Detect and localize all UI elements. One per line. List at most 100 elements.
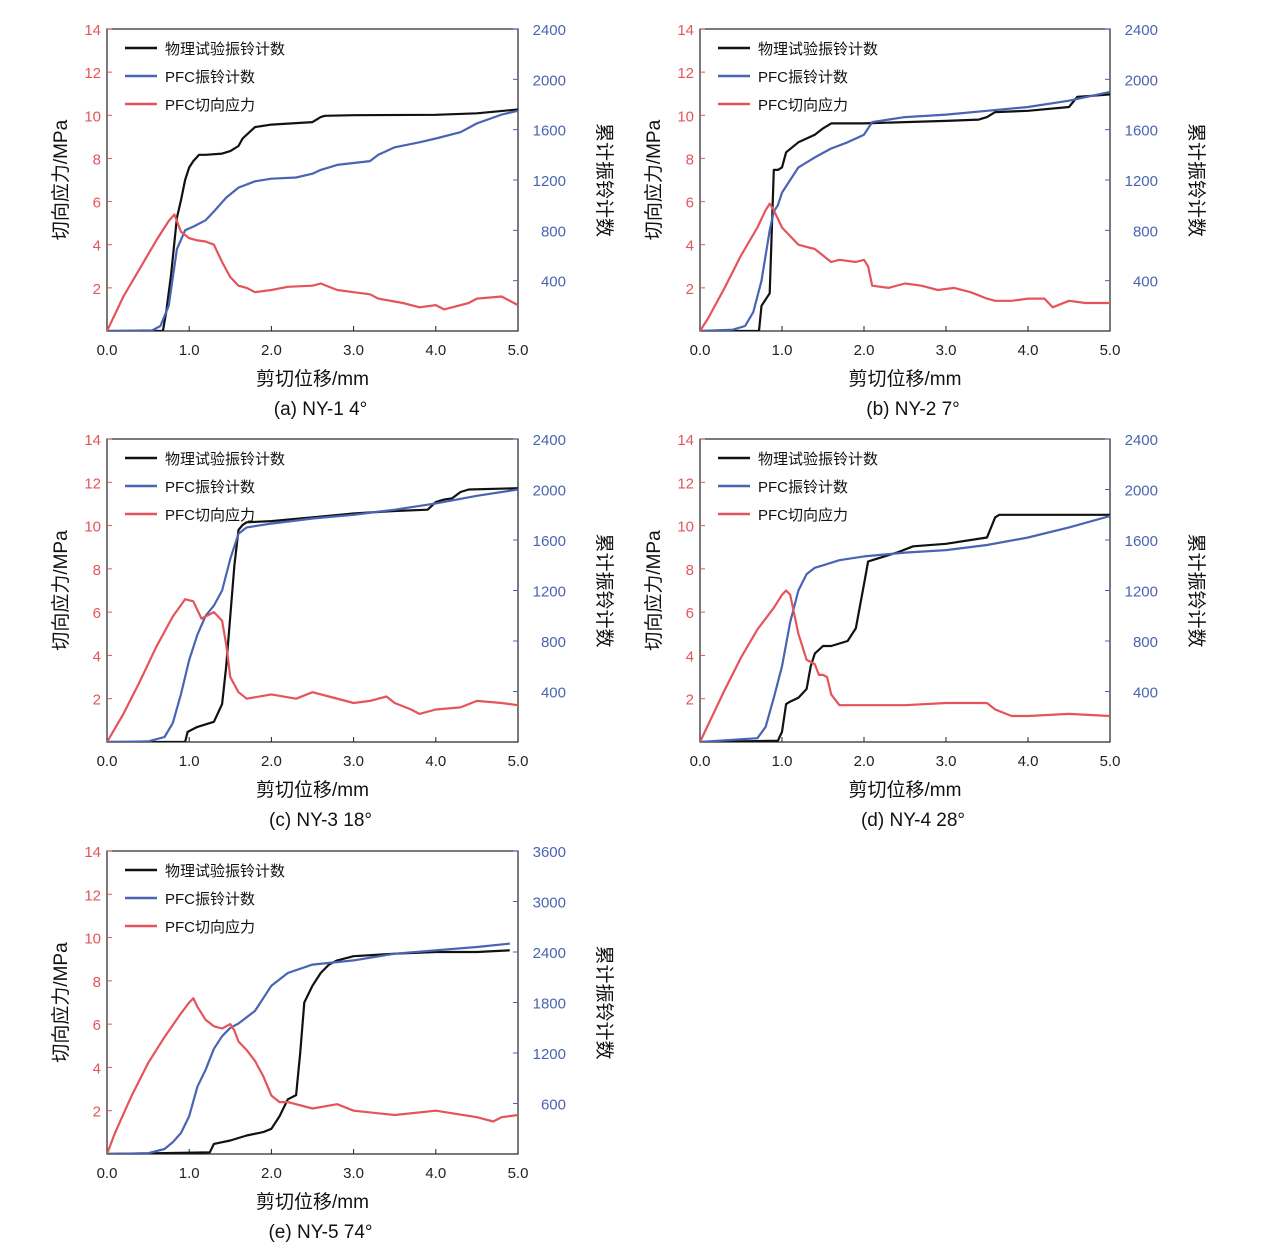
y-left-tick-label: 14	[84, 844, 101, 861]
y-right-axis-label: 累计振铃计数	[593, 533, 615, 647]
y-left-tick-label: 12	[677, 475, 694, 492]
legend-entry: 物理试验振铃计数	[165, 41, 285, 58]
y-left-tick-label: 6	[93, 1017, 101, 1034]
chart-panel-2: 0.0 1.0 2.0 3.0 4.0 5.0 2 4 6 8 10 12 14 400 800 1200 16…	[643, 22, 1207, 420]
y-left-tick-label: 12	[84, 475, 101, 492]
y-left-tick-label: 10	[677, 519, 694, 536]
y-left-tick-label: 4	[93, 238, 101, 255]
series-line-experiment-ring-count	[700, 513, 1110, 742]
legend-entry: PFC切向应力	[165, 96, 255, 114]
y-left-axis-label: 切向应力/MPa	[643, 119, 665, 240]
y-left-axis-label: 切向应力/MPa	[643, 530, 665, 651]
y-left-tick-label: 8	[686, 151, 694, 168]
legend-entry: 物理试验振铃计数	[165, 863, 285, 880]
series-line-experiment-ring-count	[107, 487, 518, 742]
y-left-tick-label: 4	[93, 648, 101, 665]
y-left-tick-label: 2	[93, 1104, 101, 1121]
y-left-tick-label: 14	[84, 432, 101, 449]
y-right-tick-label: 1600	[533, 533, 566, 550]
y-left-tick-label: 2	[686, 281, 694, 298]
x-tick-label: 3.0	[936, 342, 957, 359]
x-tick-label: 0.0	[690, 342, 711, 359]
x-tick-label: 2.0	[854, 342, 875, 359]
y-right-tick-label: 800	[1133, 223, 1158, 240]
y-right-axis-label: 累计振铃计数	[1185, 123, 1207, 237]
legend-entry: PFC振铃计数	[165, 69, 255, 86]
x-tick-label: 3.0	[343, 1165, 364, 1182]
panel-caption: (d) NY-4 28°	[861, 810, 965, 831]
y-right-tick-label: 400	[1133, 274, 1158, 291]
y-left-axis-label: 切向应力/MPa	[50, 119, 72, 240]
legend-entry: PFC切向应力	[165, 506, 255, 524]
series-line-pfc-shear-stress	[700, 202, 1110, 331]
x-tick-label: 4.0	[425, 342, 446, 359]
x-tick-label: 5.0	[1100, 753, 1121, 770]
x-axis-label: 剪切位移/mm	[256, 1191, 369, 1213]
y-left-tick-label: 10	[84, 519, 101, 536]
x-tick-label: 1.0	[179, 753, 200, 770]
chart-panel-3: 0.0 1.0 2.0 3.0 4.0 5.0 2 4 6 8 10 12 14 400 800 1200 16…	[50, 432, 615, 831]
y-right-tick-label: 800	[541, 223, 566, 240]
x-tick-label: 5.0	[1100, 342, 1121, 359]
legend-entry: PFC振铃计数	[758, 69, 848, 86]
y-left-axis-label: 切向应力/MPa	[50, 530, 72, 651]
y-left-tick-label: 10	[84, 931, 101, 948]
chart-panel-1: 0.0 1.0 2.0 3.0 4.0 5.0 2 4 6 8 10 12 14 400 800 1200 16…	[50, 22, 615, 420]
series-line-pfc-ring-count	[700, 514, 1110, 742]
y-left-tick-label: 2	[93, 692, 101, 709]
y-left-tick-label: 8	[686, 562, 694, 579]
x-axis-label: 剪切位移/mm	[849, 779, 962, 801]
y-right-tick-label: 400	[541, 685, 566, 702]
chart-panel-5: 0.0 1.0 2.0 3.0 4.0 5.0 2 4 6 8 10 12 14 600 1200 1800 2…	[50, 844, 615, 1243]
y-right-tick-label: 3600	[533, 844, 566, 861]
x-tick-label: 2.0	[261, 753, 282, 770]
y-right-tick-label: 2400	[533, 22, 566, 39]
y-right-tick-label: 400	[1133, 685, 1158, 702]
x-axis-label: 剪切位移/mm	[849, 368, 962, 390]
x-tick-label: 4.0	[1018, 342, 1039, 359]
y-right-tick-label: 3000	[533, 895, 566, 912]
legend-entry: 物理试验振铃计数	[758, 451, 878, 468]
y-left-tick-label: 12	[677, 65, 694, 82]
x-tick-label: 1.0	[179, 342, 200, 359]
x-tick-label: 1.0	[772, 342, 793, 359]
x-tick-label: 1.0	[772, 753, 793, 770]
x-axis-label: 剪切位移/mm	[256, 368, 369, 390]
y-left-tick-label: 8	[93, 151, 101, 168]
y-right-axis-label: 累计振铃计数	[1185, 533, 1207, 647]
y-right-tick-label: 2000	[1125, 483, 1158, 500]
x-tick-label: 5.0	[508, 1165, 529, 1182]
y-right-tick-label: 2400	[533, 945, 566, 962]
x-tick-label: 3.0	[343, 753, 364, 770]
legend-entry: PFC切向应力	[758, 506, 848, 524]
y-right-tick-label: 800	[1133, 634, 1158, 651]
x-tick-label: 4.0	[425, 1165, 446, 1182]
series-line-experiment-ring-count	[107, 949, 510, 1154]
x-tick-label: 0.0	[97, 753, 118, 770]
y-right-tick-label: 400	[541, 274, 566, 291]
x-tick-label: 2.0	[261, 1165, 282, 1182]
y-left-tick-label: 6	[686, 605, 694, 622]
series-line-pfc-shear-stress	[107, 997, 518, 1154]
y-left-axis-label: 切向应力/MPa	[50, 942, 72, 1063]
y-left-tick-label: 6	[93, 195, 101, 212]
panel-caption: (b) NY-2 7°	[866, 399, 960, 420]
y-left-tick-label: 14	[677, 22, 694, 39]
y-right-tick-label: 1600	[1125, 533, 1158, 550]
y-right-tick-label: 2000	[533, 72, 566, 89]
y-left-tick-label: 2	[93, 281, 101, 298]
y-left-tick-label: 4	[93, 1060, 101, 1077]
y-left-tick-label: 6	[93, 605, 101, 622]
y-left-tick-label: 8	[93, 974, 101, 991]
y-right-tick-label: 1200	[533, 1046, 566, 1063]
series-line-pfc-shear-stress	[107, 598, 518, 742]
y-right-tick-label: 1200	[1125, 584, 1158, 601]
y-right-tick-label: 1600	[1125, 123, 1158, 140]
chart-panel-4: 0.0 1.0 2.0 3.0 4.0 5.0 2 4 6 8 10 12 14 400 800 1200 16…	[643, 432, 1207, 831]
y-right-tick-label: 1200	[1125, 173, 1158, 190]
y-right-tick-label: 2400	[1125, 22, 1158, 39]
y-right-axis-label: 累计振铃计数	[593, 123, 615, 237]
x-tick-label: 4.0	[425, 753, 446, 770]
y-right-tick-label: 1200	[533, 173, 566, 190]
y-left-tick-label: 14	[84, 22, 101, 39]
